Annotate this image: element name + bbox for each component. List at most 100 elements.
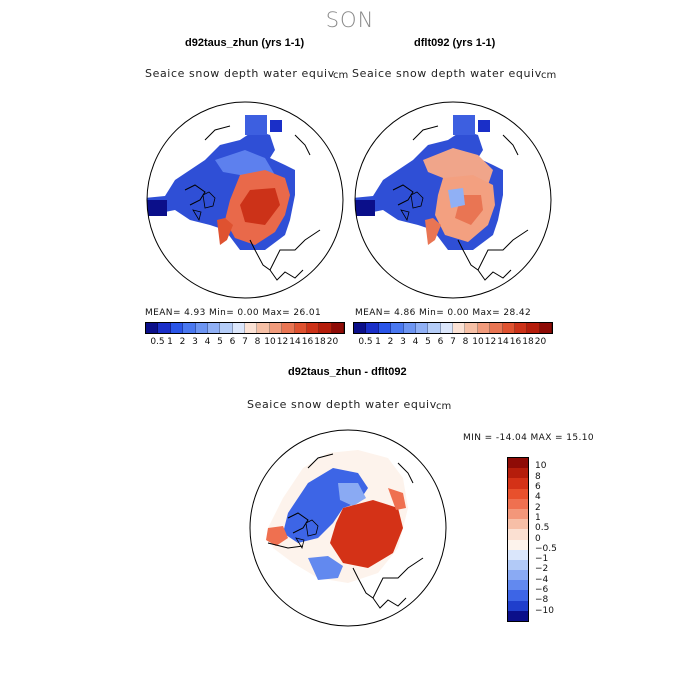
right-colorbar-swatch	[477, 323, 491, 333]
left-colorbar-tick-label: 14	[289, 337, 301, 347]
diff-colorbar-swatch	[508, 478, 528, 489]
diff-colorbar-swatch	[508, 549, 528, 560]
left-colorbar-swatch	[282, 323, 295, 333]
left-panel-unit: cm	[333, 70, 349, 81]
right-strait-red	[425, 218, 441, 245]
left-stats: MEAN= 4.93 Min= 0.00 Max= 26.01	[145, 308, 322, 318]
right-colorbar-swatch	[465, 323, 478, 333]
right-colorbar-swatch	[403, 323, 416, 333]
left-red-dark	[240, 188, 280, 225]
diff-colorbar-tick-label: −2	[535, 564, 549, 575]
right-panel-subtitle: Seaice snow depth water equiv	[352, 67, 542, 80]
left-colorbar-swatch	[269, 323, 283, 333]
left-colorbar-tick-label: 2	[179, 337, 186, 347]
diff-colorbar-tick-label: −4	[535, 574, 549, 585]
left-colorbar-tick-label: 16	[301, 337, 314, 347]
left-colorbar-tick-label: 10	[264, 337, 276, 347]
left-colorbar	[145, 322, 345, 334]
right-colorbar-ticks: 0.5 1 2 3 4 5 6 7 8 10 12 14 16 18 20	[353, 337, 553, 349]
left-colorbar-swatch	[170, 323, 184, 333]
right-colorbar-swatch	[354, 323, 367, 333]
right-colorbar-tick-label: 18	[522, 337, 534, 347]
diff-colorbar-swatch	[508, 590, 528, 601]
left-colorbar-swatch	[195, 323, 208, 333]
right-colorbar-swatch	[490, 323, 503, 333]
diff-stats: MIN = -14.04 MAX = 15.10	[463, 433, 595, 443]
diff-coastline	[267, 453, 424, 609]
diff-colorbar-swatch	[508, 468, 528, 479]
diff-colorbar-tick-label: 10	[535, 461, 547, 472]
diff-colorbar-tick-label: 8	[535, 471, 541, 482]
right-colorbar-swatch	[453, 323, 466, 333]
right-panel-title: dflt092 (yrs 1-1)	[414, 37, 496, 49]
left-colorbar-swatch	[158, 323, 171, 333]
left-colorbar-swatch	[306, 323, 320, 333]
right-colorbar-tick-label: 4	[412, 337, 419, 347]
left-colorbar-swatch	[146, 323, 159, 333]
diff-panel-unit: cm	[436, 401, 452, 412]
left-colorbar-swatch	[183, 323, 196, 333]
left-colorbar-ticks: 0.5 1 2 3 4 5 6 7 8 10 12 14 16 18 20	[145, 337, 345, 349]
right-colorbar-tick-label: 12	[484, 337, 497, 347]
right-colorbar-swatch	[415, 323, 429, 333]
right-coastline	[392, 125, 529, 281]
diff-colorbar-swatch	[508, 570, 528, 581]
diff-colorbar-swatch	[508, 498, 528, 509]
left-colorbar-tick-label: 20	[326, 337, 339, 347]
right-colorbar-tick-label: 16	[509, 337, 522, 347]
left-colorbar-tick-label: 0.5	[150, 337, 165, 347]
left-colorbar-swatch	[232, 323, 245, 333]
diff-colorbar-swatch	[508, 488, 528, 499]
diff-colorbar-tick-label: −1	[535, 554, 549, 565]
diff-colorbar-swatch	[508, 559, 528, 571]
left-colorbar-swatch	[220, 323, 233, 333]
diff-colorbar-tick-label: 4	[535, 492, 541, 503]
left-colorbar-tick-label: 12	[276, 337, 289, 347]
left-colorbar-swatch	[319, 323, 332, 333]
right-colorbar-tick-label: 8	[462, 337, 469, 347]
diff-colorbar-tick-label: 0.5	[535, 523, 550, 534]
diff-red-field	[330, 500, 403, 568]
season-title: SON	[325, 8, 375, 32]
left-colorbar-swatch	[207, 323, 221, 333]
diff-panel-title: d92taus_zhun - dflt092	[288, 366, 407, 378]
diff-colorbar-swatch	[508, 580, 528, 591]
right-colorbar-swatch	[502, 323, 515, 333]
left-colorbar-tick-label: 7	[242, 337, 248, 347]
right-colorbar	[353, 322, 553, 334]
right-colorbar-tick-label: 0.5	[358, 337, 373, 347]
left-colorbar-swatch	[294, 323, 307, 333]
right-blue-mid	[448, 188, 465, 208]
right-colorbar-tick-label: 14	[497, 337, 509, 347]
diff-colorbar-swatch	[508, 610, 528, 621]
diff-blue-light	[338, 483, 366, 506]
right-colorbar-swatch	[378, 323, 392, 333]
diff-panel-subtitle: Seaice snow depth water equiv	[247, 398, 437, 411]
diff-colorbar-tick-label: −10	[535, 605, 554, 616]
right-light-field	[423, 148, 493, 185]
right-colorbar-tick-label: 7	[450, 337, 456, 347]
left-panel-subtitle: Seaice snow depth water equiv	[145, 67, 335, 80]
left-colorbar-tick-label: 4	[204, 337, 211, 347]
diff-colorbar-tick-label: −6	[535, 585, 549, 596]
right-colorbar-tick-label: 20	[534, 337, 547, 347]
left-colorbar-tick-label: 3	[192, 337, 198, 347]
diff-blue-south	[308, 556, 343, 580]
diff-colorbar-swatch	[508, 539, 528, 550]
left-polar-map	[146, 101, 344, 299]
left-colorbar-swatch	[257, 323, 270, 333]
left-strait-red	[217, 218, 233, 245]
right-colorbar-swatch	[428, 323, 441, 333]
diff-colorbar-swatch	[508, 458, 528, 469]
diff-red-light	[388, 488, 406, 510]
diff-colorbar-swatch	[508, 529, 528, 540]
right-colorbar-swatch	[539, 323, 552, 333]
diff-colorbar-tick-label: −0.5	[535, 543, 557, 554]
right-colorbar-tick-label: 3	[400, 337, 406, 347]
right-colorbar-tick-label: 6	[437, 337, 444, 347]
left-colorbar-tick-label: 6	[229, 337, 236, 347]
right-colorbar-tick-label: 5	[425, 337, 431, 347]
diff-colorbar-tick-label: 0	[535, 533, 541, 544]
left-colorbar-swatch	[245, 323, 258, 333]
diff-colorbar-tick-label: 6	[535, 481, 541, 492]
